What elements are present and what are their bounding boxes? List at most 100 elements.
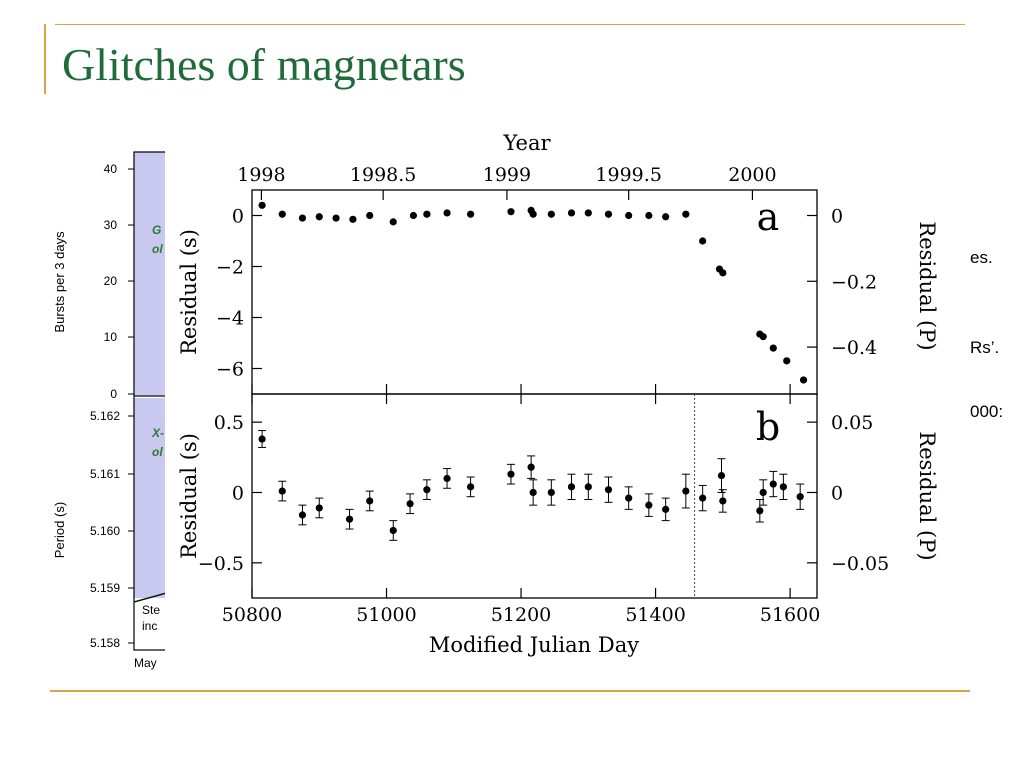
panel-b-point-26: [759, 488, 767, 497]
panel-a-point-15: [547, 210, 555, 218]
panel-a-point-27: [759, 333, 767, 341]
panel-b-xtick-label-4: 51600: [760, 604, 820, 626]
panel-a-right-ytick-label-0: 0: [831, 206, 843, 228]
panel-a-point-19: [625, 211, 633, 220]
panel-b-point-29: [796, 493, 804, 501]
panel-b-right-ytick-label-2: −0.05: [831, 553, 889, 575]
panel-b-ytick-label-1: 0: [232, 482, 244, 504]
panel-a-point-14: [529, 210, 537, 218]
panel-a-ytick-label-2: −4: [216, 308, 244, 330]
panel-a-top-tick-label-4: 2000: [728, 164, 776, 186]
panel-a-point-9: [423, 210, 431, 218]
panel-b-point-23: [717, 472, 726, 480]
panel-b-ytick-label-2: −0.5: [198, 553, 244, 575]
panel-a-ytick-label-1: −2: [216, 257, 244, 279]
panel-b-point-2: [298, 511, 307, 519]
panel-a-point-3: [315, 213, 323, 221]
panel-a-point-11: [467, 210, 475, 218]
left-top-ytick-10: 10: [104, 330, 118, 344]
panel-b-xtick-label-0: 50800: [222, 604, 282, 626]
panel-b-point-1: [278, 487, 286, 495]
left-step-label-1: Ste: [142, 603, 160, 617]
panel-b-point-6: [389, 526, 397, 535]
title-left-rule: [44, 24, 46, 94]
left-top-annotation-2: ol: [152, 242, 163, 256]
panel-a-point-0: [258, 201, 266, 209]
left-top-ytick-20: 20: [104, 274, 118, 288]
slide-title: Glitches of magnetars: [62, 39, 466, 90]
panel-b-point-0: [258, 435, 266, 443]
panel-b-point-12: [527, 463, 535, 471]
left-bottom-ylabel: Period (s): [52, 502, 67, 558]
main-figure-background: [165, 128, 965, 673]
left-bottom-ticks: [128, 415, 134, 644]
panel-b-point-17: [604, 486, 613, 494]
left-bottom-ytick-5159: 5.159: [90, 581, 120, 595]
left-xlabel-fragment: May: [134, 656, 157, 670]
panel-b-right-ytick-label-0: 0.05: [831, 412, 873, 434]
panel-a-point-2: [298, 214, 307, 222]
panel-a-point-1: [278, 210, 286, 218]
panel-b-ylabel: Residual (s): [177, 433, 201, 559]
panel-b-point-19: [645, 501, 653, 509]
panel-a-point-20: [645, 211, 653, 220]
panel-a-point-8: [409, 211, 418, 220]
panel-b-point-27: [769, 480, 777, 488]
panel-b-xlabel: Modified Julian Day: [429, 633, 639, 657]
left-bottom-ytick-5160: 5.160: [90, 524, 120, 538]
text-fragment-1: es.: [970, 248, 993, 267]
panel-a-point-22: [682, 210, 690, 218]
text-fragment-3: 000:: [970, 402, 1004, 421]
panel-b-frame: [251, 393, 818, 599]
panel-a-right-ytick-label-2: −0.4: [831, 337, 877, 359]
left-bottom-fill: [134, 398, 170, 598]
left-top-ylabel: Bursts per 3 days: [52, 231, 67, 333]
panel-a-ylabel: Residual (s): [177, 229, 201, 355]
top-axis-label: Year: [502, 131, 551, 155]
panel-a-label: a: [757, 195, 780, 239]
left-top-ytick-30: 30: [104, 218, 118, 232]
left-bottom-ytick-5162: 5.162: [90, 409, 120, 423]
left-bottom-ytick-5158: 5.158: [90, 636, 120, 650]
panel-b-point-18: [625, 494, 633, 502]
left-bottom-annotation-2: ol: [152, 445, 163, 459]
panel-b-right-ylabel: Residual (P): [915, 431, 939, 560]
left-bottom-ytick-5161: 5.161: [90, 467, 120, 481]
title-top-rule: [55, 24, 965, 25]
panel-a-top-tick-label-1: 1998.5: [350, 164, 416, 186]
panel-b-point-22: [699, 494, 707, 502]
panel-b-point-28: [779, 483, 787, 491]
panel-b-point-11: [507, 470, 515, 478]
panel-b-xtick-label-2: 51200: [491, 604, 551, 626]
panel-b-point-20: [662, 505, 670, 513]
panel-b-label: b: [756, 405, 780, 449]
panel-a-point-4: [332, 214, 340, 222]
panel-b-point-8: [423, 486, 431, 494]
panel-a-top-tick-label-3: 1999.5: [595, 164, 661, 186]
panel-a-right-ylabel: Residual (P): [915, 221, 939, 350]
panel-a-point-29: [783, 357, 791, 365]
panel-b-point-24: [719, 497, 727, 505]
left-top-fill: [134, 152, 170, 395]
panel-b-point-5: [366, 497, 374, 505]
panel-a-point-21: [662, 213, 670, 221]
panel-a-ytick-label-0: 0: [232, 206, 244, 228]
panel-b-point-16: [584, 483, 592, 491]
left-top-ytick-40: 40: [104, 162, 118, 176]
panel-a-top-tick-label-0: 1998: [237, 164, 285, 186]
panel-a-point-30: [799, 376, 808, 384]
panel-a-ytick-label-3: −6: [216, 359, 244, 381]
text-fragment-2: Rs’.: [970, 338, 1000, 357]
panel-b-point-25: [756, 507, 764, 515]
panel-a-point-16: [567, 209, 576, 217]
panel-b-point-13: [529, 488, 537, 497]
left-step-label-2: inc: [142, 619, 157, 633]
panel-a-point-25: [719, 269, 727, 277]
panel-b-xtick-label-3: 51400: [625, 604, 685, 626]
left-panel: Bursts per 3 days 40 30 20 10 0 G ol Per…: [52, 151, 171, 670]
panel-b-point-4: [345, 515, 354, 523]
slide-bottom-rule: [50, 690, 970, 692]
panel-a-point-7: [389, 218, 397, 226]
left-top-ytick-0: 0: [110, 387, 117, 401]
